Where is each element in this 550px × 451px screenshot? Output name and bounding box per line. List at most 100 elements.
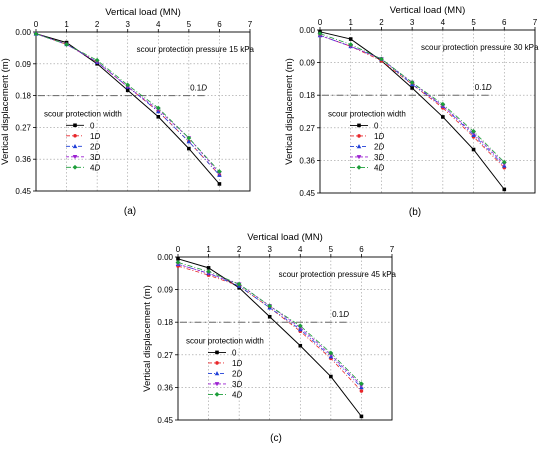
x-tick-label: 1	[348, 18, 353, 27]
x-tick-label: 3	[267, 245, 272, 254]
chart-panel-1: 0 1 2 3 4 5 6 7 0.00 0.09 0.18 0.27 0.36 0.45 Vertical…	[0, 7, 255, 217]
legend-label: 1D	[374, 132, 384, 141]
y-axis-label: Vertical displacement (m)	[0, 58, 11, 165]
series-line-1D	[177, 265, 362, 392]
data-point-0	[125, 88, 130, 93]
y-tick-label: 0.00	[299, 26, 315, 35]
legend-title: scour protection width	[186, 336, 264, 345]
legend-marker	[73, 123, 77, 128]
data-point-4D	[94, 57, 100, 63]
data-point-4D	[217, 169, 222, 174]
y-tick-label: 0.27	[299, 124, 315, 133]
legend-marker	[215, 361, 219, 365]
x-tick-label: 0	[34, 20, 39, 29]
x-tick-label: 2	[237, 245, 242, 254]
legend-marker	[215, 350, 219, 355]
legend-label: 3D	[232, 380, 242, 389]
y-tick-label: 0.27	[15, 123, 31, 132]
data-point-0	[187, 146, 191, 151]
x-tick-label: 2	[95, 20, 100, 29]
legend-marker	[214, 371, 220, 376]
legend-marker	[356, 164, 362, 170]
annotation-pressure: scour protection pressure 30 kPa	[421, 43, 539, 52]
data-point-0	[298, 343, 303, 348]
y-tick-label: 0.18	[157, 318, 173, 327]
data-point-0	[329, 374, 333, 379]
chart-panel-2: 0 1 2 3 4 5 6 7 0.00 0.09 0.18 0.27 0.36 0.45 Vertical…	[284, 5, 539, 218]
data-point-4D	[206, 269, 211, 274]
x-tick-label: 7	[390, 245, 395, 254]
y-axis-label: Vertical displacement (m)	[284, 58, 295, 165]
panel-label: (c)	[270, 433, 282, 444]
x-tick-label: 7	[533, 18, 538, 27]
y-tick-label: 0.45	[157, 416, 173, 425]
x-axis-label: Vertical load (MN)	[247, 232, 323, 243]
legend-title: scour protection width	[44, 109, 122, 118]
x-tick-label: 7	[248, 20, 253, 29]
data-point-4D	[317, 31, 323, 37]
data-point-0	[502, 187, 507, 192]
x-tick-label: 3	[125, 20, 130, 29]
data-point-4D	[236, 281, 242, 287]
legend-label: 0	[374, 121, 379, 130]
legend-marker	[356, 144, 362, 149]
legend-label: 2D	[374, 142, 384, 151]
data-point-4D	[501, 159, 507, 165]
y-tick-label: 0.36	[15, 155, 31, 164]
legend-label: 1D	[232, 359, 242, 368]
annotation-pressure: scour protection pressure 45 kPa	[279, 270, 397, 279]
y-tick-label: 0.36	[299, 156, 315, 165]
legend-label: 0	[90, 121, 95, 130]
series-line-1D	[35, 33, 220, 176]
data-point-4D	[359, 381, 364, 387]
data-point-4D	[471, 129, 476, 134]
legend-label: 4D	[374, 163, 384, 172]
x-tick-label: 4	[441, 18, 446, 27]
x-tick-label: 6	[217, 20, 222, 29]
legend-marker	[357, 134, 361, 138]
legend-label: 4D	[90, 163, 100, 172]
data-point-0	[441, 115, 445, 119]
data-point-4D	[348, 42, 354, 47]
legend-marker	[72, 143, 78, 149]
panel-label: (b)	[409, 207, 421, 218]
reference-line-label: 0.1D	[190, 84, 207, 93]
data-point-0	[176, 257, 180, 261]
x-tick-label: 0	[176, 245, 181, 254]
data-point-4D	[155, 105, 161, 111]
data-point-0	[410, 86, 414, 90]
y-tick-label: 0.18	[15, 92, 31, 101]
x-tick-label: 3	[410, 18, 415, 27]
legend-label: 3D	[90, 153, 100, 162]
x-tick-label: 4	[298, 245, 303, 254]
data-point-4D	[328, 350, 334, 356]
x-tick-label: 2	[379, 18, 384, 27]
data-point-0	[217, 182, 222, 186]
data-point-4D	[379, 56, 384, 62]
x-tick-label: 6	[502, 18, 507, 27]
data-point-0	[471, 147, 476, 152]
data-point-1D	[359, 389, 364, 393]
x-tick-label: 5	[329, 245, 334, 254]
data-point-0	[348, 37, 353, 41]
y-tick-label: 0.45	[15, 187, 31, 196]
series-line-2D	[35, 33, 220, 176]
data-point-4D	[267, 303, 273, 309]
data-point-0	[237, 285, 241, 290]
legend-marker	[214, 382, 220, 387]
x-tick-label: 0	[318, 18, 323, 27]
legend-label: 1D	[90, 132, 100, 141]
x-axis-label: Vertical load (MN)	[390, 5, 466, 16]
reference-line-label: 0.1D	[332, 310, 349, 319]
x-tick-label: 5	[187, 20, 192, 29]
legend-title: scour protection width	[328, 109, 406, 118]
data-point-4D	[175, 260, 181, 265]
legend-label: 2D	[232, 369, 242, 378]
data-point-0	[267, 314, 272, 319]
data-point-4D	[297, 323, 303, 329]
legend-label: 0	[232, 348, 237, 357]
data-point-0	[206, 266, 211, 270]
legend-label: 2D	[90, 142, 100, 151]
data-point-4D	[64, 41, 69, 47]
data-point-4D	[186, 135, 192, 141]
